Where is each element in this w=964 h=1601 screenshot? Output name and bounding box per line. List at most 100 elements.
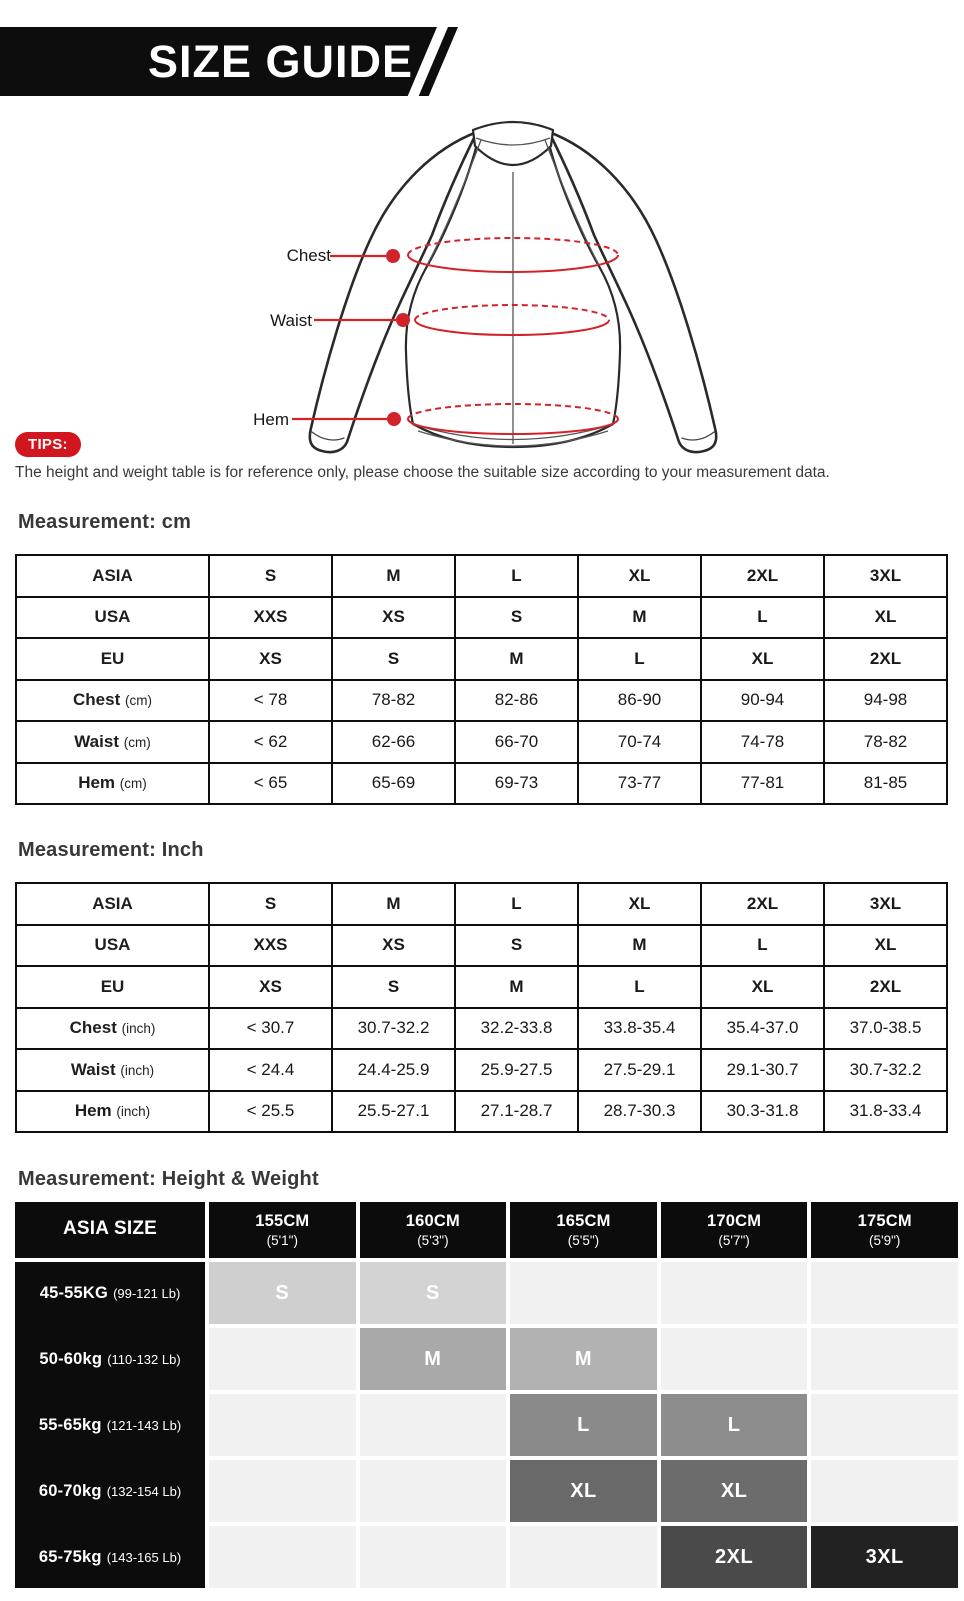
row-label: EU (15, 965, 210, 1009)
measurement-cell: 74-78 (700, 720, 825, 764)
tips-text: The height and weight table is for refer… (15, 464, 830, 481)
size-cell: 2XL (700, 882, 825, 926)
table-row: Waist (inch) < 24.4 24.4-25.9 25.9-27.5 … (15, 1048, 948, 1092)
row-label-unit: (inch) (121, 1021, 156, 1037)
jersey-diagram (230, 110, 730, 460)
row-label-text: Hem (78, 773, 116, 793)
hw-cell (359, 1460, 507, 1522)
row-label: ASIA (15, 554, 210, 598)
size-cell: L (700, 923, 825, 967)
hw-cell (660, 1262, 808, 1324)
jersey-collar (471, 120, 555, 167)
measurement-cell: < 62 (208, 720, 333, 764)
measurement-cell: 30.7-32.2 (331, 1006, 456, 1050)
hw-cell (811, 1394, 958, 1456)
size-cell: XS (331, 923, 456, 967)
measurement-cell: 29.1-30.7 (700, 1048, 825, 1092)
size-cell: M (331, 554, 456, 598)
hw-cell: M (510, 1328, 657, 1390)
size-cell: M (331, 882, 456, 926)
measurement-cell: 78-82 (823, 720, 948, 764)
measurement-cell: < 24.4 (208, 1048, 333, 1092)
measurement-cell: 27.5-29.1 (577, 1048, 702, 1092)
measurement-cell: 77-81 (700, 761, 825, 805)
size-cell: XXS (208, 923, 333, 967)
hw-cell (811, 1328, 958, 1390)
table-row: EU XS S M L XL 2XL (15, 965, 948, 1009)
measurement-cell: 66-70 (454, 720, 579, 764)
measurement-cell: 73-77 (577, 761, 702, 805)
hw-cell (510, 1526, 657, 1588)
measurement-cell: 70-74 (577, 720, 702, 764)
row-label-text: Waist (70, 1059, 116, 1079)
size-cell: 3XL (823, 554, 948, 598)
table-row: ASIA S M L XL 2XL 3XL (15, 882, 948, 926)
row-label-text: Chest (69, 1018, 117, 1038)
size-cell: L (700, 595, 825, 639)
hw-cell (811, 1262, 958, 1324)
hw-cell (359, 1526, 507, 1588)
hw-cell: S (359, 1262, 507, 1324)
column-header-160cm: 160CM (5'3") (359, 1202, 507, 1258)
hw-cell: L (660, 1394, 808, 1456)
row-label-text: Chest (73, 690, 121, 710)
column-header-155cm: 155CM (5'1") (209, 1202, 356, 1258)
leader-lines (292, 254, 396, 421)
inch-section-heading: Measurement: Inch (18, 839, 204, 861)
hw-cell (209, 1526, 356, 1588)
hem-label: Hem (253, 410, 289, 429)
hw-cell: M (359, 1328, 507, 1390)
column-header-165cm: 165CM (5'5") (510, 1202, 657, 1258)
size-cell: M (577, 923, 702, 967)
hw-cell: S (209, 1262, 356, 1324)
hem-dot (387, 412, 401, 426)
measurement-cell: 78-82 (331, 678, 456, 722)
size-cell: S (454, 923, 579, 967)
size-cell: XXS (208, 595, 333, 639)
table-row: Waist (cm) < 62 62-66 66-70 70-74 74-78 … (15, 720, 948, 764)
row-label: Waist (inch) (15, 1048, 210, 1092)
hw-cell: 3XL (811, 1526, 958, 1588)
size-cell: XL (823, 595, 948, 639)
hw-cell (510, 1262, 657, 1324)
size-table-cm: ASIA S M L XL 2XL 3XL USA XXS XS S M L X… (15, 554, 948, 805)
row-label: Waist (cm) (15, 720, 210, 764)
size-cell: 2XL (823, 965, 948, 1009)
size-table-inch: ASIA S M L XL 2XL 3XL USA XXS XS S M L X… (15, 882, 948, 1133)
tips-badge: TIPS: (15, 432, 81, 457)
weight-row-label: 55-65kg (121-143 Lb) (38, 1415, 182, 1434)
column-header-asia-size: ASIA SIZE (15, 1202, 205, 1258)
size-cell: L (454, 882, 579, 926)
size-cell: L (577, 637, 702, 681)
row-label-unit: (cm) (124, 693, 152, 709)
jersey-illustration (292, 120, 718, 454)
size-cell: S (208, 554, 333, 598)
size-cell: XL (700, 965, 825, 1009)
weight-row-label: 50-60kg (110-132 Lb) (39, 1349, 181, 1368)
weight-row-label: 65-75kg (143-165 Lb) (38, 1547, 182, 1566)
measurement-cell: 94-98 (823, 678, 948, 722)
hw-cell (660, 1328, 808, 1390)
row-label-unit: (cm) (123, 734, 151, 750)
row-label: ASIA (15, 882, 210, 926)
table-row: Chest (cm) < 78 78-82 82-86 86-90 90-94 … (15, 678, 948, 722)
size-cell: S (454, 595, 579, 639)
size-cell: 2XL (823, 637, 948, 681)
measurement-cell: 37.0-38.5 (823, 1006, 948, 1050)
column-header-175cm: 175CM (5'9") (811, 1202, 958, 1258)
size-cell: M (454, 637, 579, 681)
row-label-unit: (inch) (120, 1062, 155, 1078)
row-label-text: EU (100, 648, 125, 668)
measurement-cell: 31.8-33.4 (823, 1089, 948, 1133)
cm-section-heading: Measurement: cm (18, 511, 192, 533)
waist-label: Waist (270, 311, 312, 330)
measurement-cell: 69-73 (454, 761, 579, 805)
size-cell: L (577, 965, 702, 1009)
chest-label: Chest (286, 246, 331, 265)
weight-row-label: 60-70kg (132-154 Lb) (38, 1481, 182, 1500)
size-cell: XL (577, 554, 702, 598)
measurement-cell: 32.2-33.8 (454, 1006, 579, 1050)
row-label-text: ASIA (92, 565, 133, 585)
table-row: ASIA S M L XL 2XL 3XL (15, 554, 948, 598)
